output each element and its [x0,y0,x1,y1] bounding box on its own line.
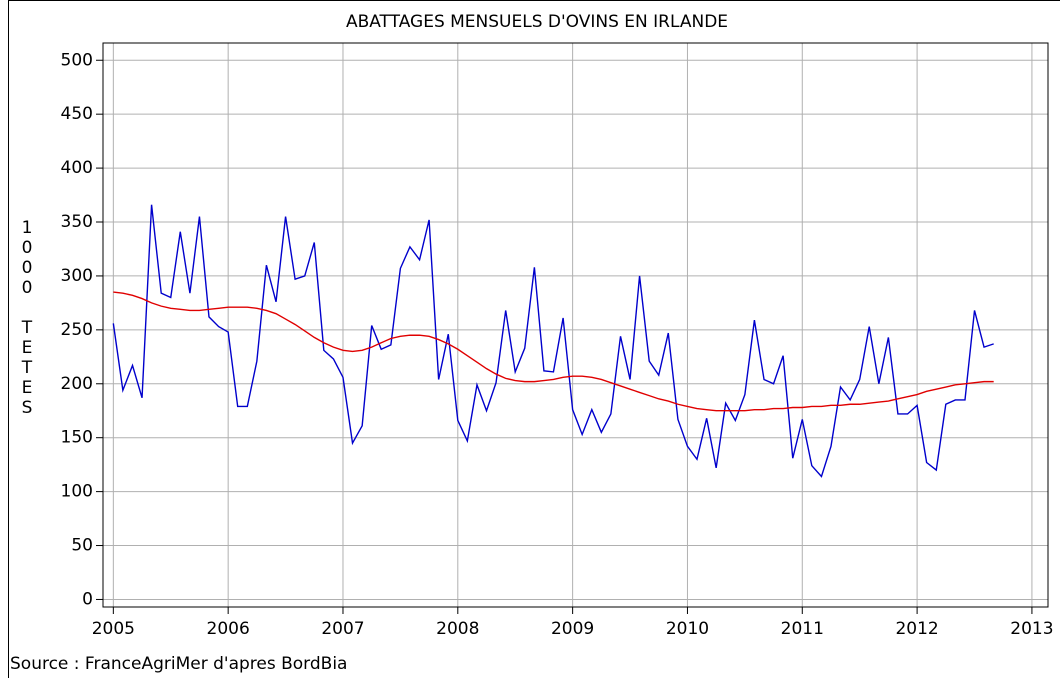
x-tick-label: 2005 [92,619,135,639]
y-tick-label: 200 [61,374,93,394]
y-tick-label: 350 [61,212,93,232]
chart-title: ABATTAGES MENSUELS D'OVINS EN IRLANDE [346,12,728,32]
y-tick-label: 50 [71,536,93,556]
x-tick-label: 2011 [781,619,824,639]
source: Source : FranceAgriMer d'apres BordBia [10,654,347,674]
y-tick-label: 250 [61,320,93,340]
x-tick-label: 2008 [436,619,479,639]
series-line [112,204,994,478]
x-tick-label: 2007 [321,619,364,639]
y-tick-label: 150 [61,428,93,448]
y-tick-label: 500 [61,50,93,70]
plot-frame [102,42,1049,608]
y-tick-label: 450 [61,104,93,124]
y-tick-label: 0 [82,589,93,609]
x-tick-label: 2009 [551,619,594,639]
y-tick-label: 100 [61,482,93,502]
x-tick-label: 2012 [895,619,938,639]
y-tick-label: 400 [61,158,93,178]
x-tick-label: 2013 [1010,619,1053,639]
y-axis-label: 1000 TETES [17,218,37,418]
series-line [113,291,994,412]
x-tick-label: 2010 [666,619,709,639]
y-tick-label: 300 [61,266,93,286]
x-tick-label: 2006 [207,619,250,639]
